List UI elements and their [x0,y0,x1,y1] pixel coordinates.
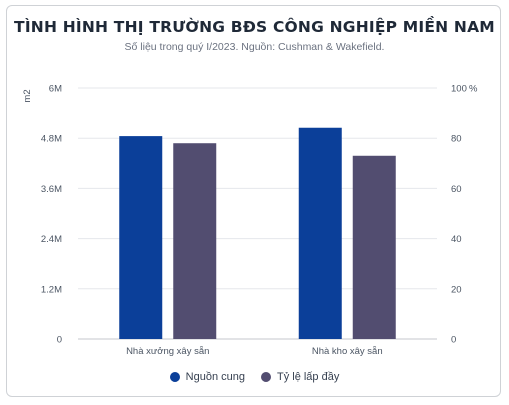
y-left-tick-label: 1.2M [41,284,62,295]
y-right-tick-label: 20 [451,284,462,295]
legend: Nguồn cung Tỷ lệ lấp đầy [0,371,509,383]
y-left-axis-title: m2 [22,89,33,102]
y-left-tick-label: 0 [57,335,62,346]
chart-card [6,5,501,397]
y-right-tick-label: 80 [451,134,462,145]
y-right-tick-label: 60 [451,184,462,195]
y-left-tick-label: 3.6M [41,184,62,195]
y-left-tick-label: 2.4M [41,234,62,245]
x-category-label: Nhà xưởng xây sẵn [126,346,209,357]
bar-supply [119,136,163,339]
y-right-tick-label: 0 [451,335,456,346]
chart-title: TÌNH HÌNH THỊ TRƯỜNG BĐS CÔNG NGHIỆP MIỀ… [14,18,495,36]
y-right-axis-title: % [469,84,478,95]
bar-supply [298,127,342,339]
legend-label-occupancy: Tỷ lệ lấp đầy [276,371,340,383]
legend-item-occupancy[interactable]: Tỷ lệ lấp đầy [260,371,340,383]
x-category-label: Nhà kho xây sẵn [312,346,383,357]
bar-occupancy [173,143,217,339]
y-left-tick-label: 4.8M [41,134,62,145]
y-right-tick-label: 100 [451,84,467,95]
y-right-tick-label: 40 [451,234,462,245]
chart-subtitle: Số liệu trong quý I/2023. Nguồn: Cushman… [124,41,385,53]
legend-swatch-occupancy [260,372,271,382]
legend-swatch-supply [169,372,180,382]
bar-occupancy [352,155,396,339]
y-left-tick-label: 6M [49,84,62,95]
legend-item-supply[interactable]: Nguồn cung [169,371,245,383]
legend-label-supply: Nguồn cung [185,371,245,383]
